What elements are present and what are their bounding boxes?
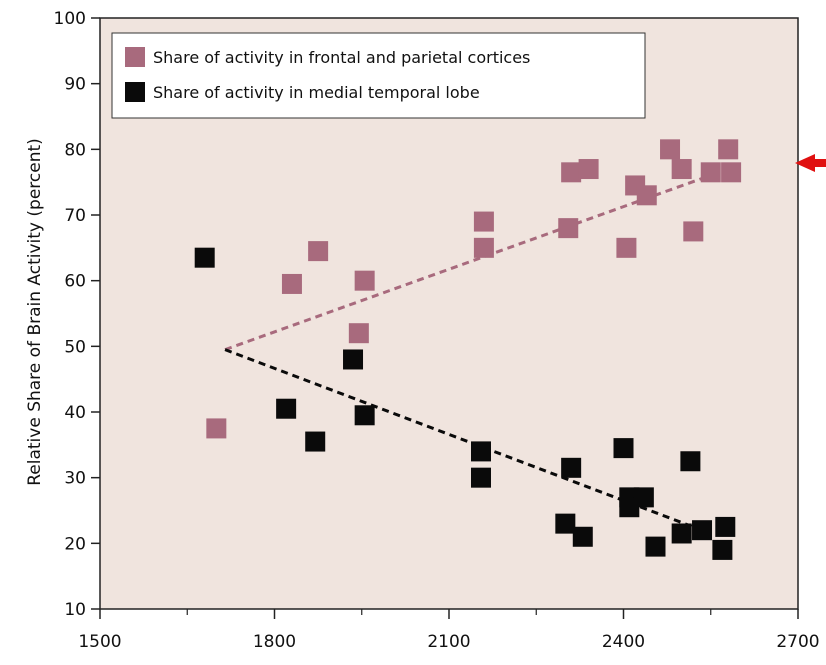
y-tick-label: 40 [64,403,86,423]
point-temporal [671,523,692,544]
point-temporal [613,438,634,459]
y-tick-label: 30 [64,469,86,489]
y-tick-label: 60 [64,272,86,292]
point-temporal [715,516,736,537]
y-tick-label: 90 [64,75,86,95]
point-temporal [470,467,491,488]
y-tick-label: 20 [64,534,86,554]
point-frontal [660,139,681,160]
point-temporal [561,457,582,478]
x-tick-label: 1800 [253,632,296,652]
legend-label-frontal: Share of activity in frontal and parieta… [153,48,530,67]
legend-swatch-temporal [125,82,145,102]
red-arrow-annotation [795,154,826,172]
point-frontal [473,211,494,232]
point-frontal [671,159,692,180]
point-frontal [281,273,302,294]
point-frontal [473,237,494,258]
point-temporal [555,513,576,534]
point-frontal [561,162,582,183]
point-frontal [721,162,742,183]
point-frontal [700,162,721,183]
x-tick-label: 1500 [78,632,121,652]
arrow-head [795,154,815,172]
x-tick-label: 2100 [427,632,470,652]
point-frontal [308,241,329,262]
point-temporal [712,539,733,560]
point-temporal [354,405,375,426]
y-tick-label: 70 [64,206,86,226]
y-axis-title: Relative Share of Brain Activity (percen… [25,138,45,486]
point-frontal [348,323,369,344]
point-temporal [680,451,701,472]
point-frontal [558,218,579,239]
point-frontal [718,139,739,160]
legend-box [111,32,646,119]
x-tick-label: 2400 [602,632,645,652]
point-frontal [354,270,375,291]
point-temporal [194,247,215,268]
point-temporal [633,487,654,508]
point-temporal [692,520,713,541]
point-temporal [276,398,297,419]
legend-swatch-frontal [125,47,145,67]
point-frontal [616,237,637,258]
point-frontal [578,159,599,180]
point-temporal [305,431,326,452]
legend: Share of activity in frontal and parieta… [111,32,646,119]
point-temporal [645,536,666,557]
x-tick-label: 2700 [776,632,819,652]
data-points [194,139,742,560]
y-tick-label: 100 [54,9,86,29]
point-frontal [206,418,227,439]
arrow-shaft [813,159,826,167]
point-temporal [470,441,491,462]
y-tick-label: 50 [64,337,86,357]
point-temporal [572,526,593,547]
y-tick-label: 10 [64,600,86,620]
legend-label-temporal: Share of activity in medial temporal lob… [153,83,480,102]
point-temporal [343,349,364,370]
y-tick-label: 80 [64,140,86,160]
point-frontal [683,221,704,242]
axis-ticks: 10 20 30 40 50 60 70 80 90 100 1500 1800 2100 2400 270… [54,9,820,652]
point-frontal [636,185,657,206]
